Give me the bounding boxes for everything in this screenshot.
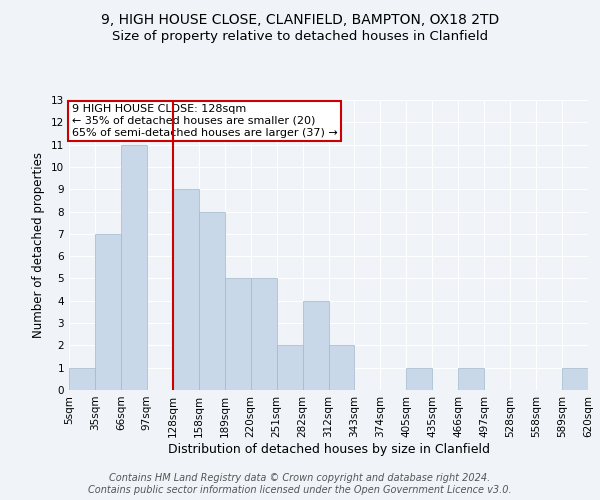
Bar <box>121 144 147 390</box>
Bar <box>329 346 355 390</box>
Text: Size of property relative to detached houses in Clanfield: Size of property relative to detached ho… <box>112 30 488 43</box>
Bar <box>458 368 484 390</box>
Bar <box>562 368 588 390</box>
Bar <box>406 368 432 390</box>
X-axis label: Distribution of detached houses by size in Clanfield: Distribution of detached houses by size … <box>167 442 490 456</box>
Text: 9 HIGH HOUSE CLOSE: 128sqm
← 35% of detached houses are smaller (20)
65% of semi: 9 HIGH HOUSE CLOSE: 128sqm ← 35% of deta… <box>71 104 337 138</box>
Bar <box>277 346 302 390</box>
Bar <box>225 278 251 390</box>
Text: Contains HM Land Registry data © Crown copyright and database right 2024.
Contai: Contains HM Land Registry data © Crown c… <box>88 474 512 495</box>
Bar <box>302 301 329 390</box>
Text: 9, HIGH HOUSE CLOSE, CLANFIELD, BAMPTON, OX18 2TD: 9, HIGH HOUSE CLOSE, CLANFIELD, BAMPTON,… <box>101 12 499 26</box>
Bar <box>95 234 121 390</box>
Bar <box>69 368 95 390</box>
Bar <box>199 212 224 390</box>
Bar <box>251 278 277 390</box>
Bar <box>173 189 199 390</box>
Y-axis label: Number of detached properties: Number of detached properties <box>32 152 46 338</box>
